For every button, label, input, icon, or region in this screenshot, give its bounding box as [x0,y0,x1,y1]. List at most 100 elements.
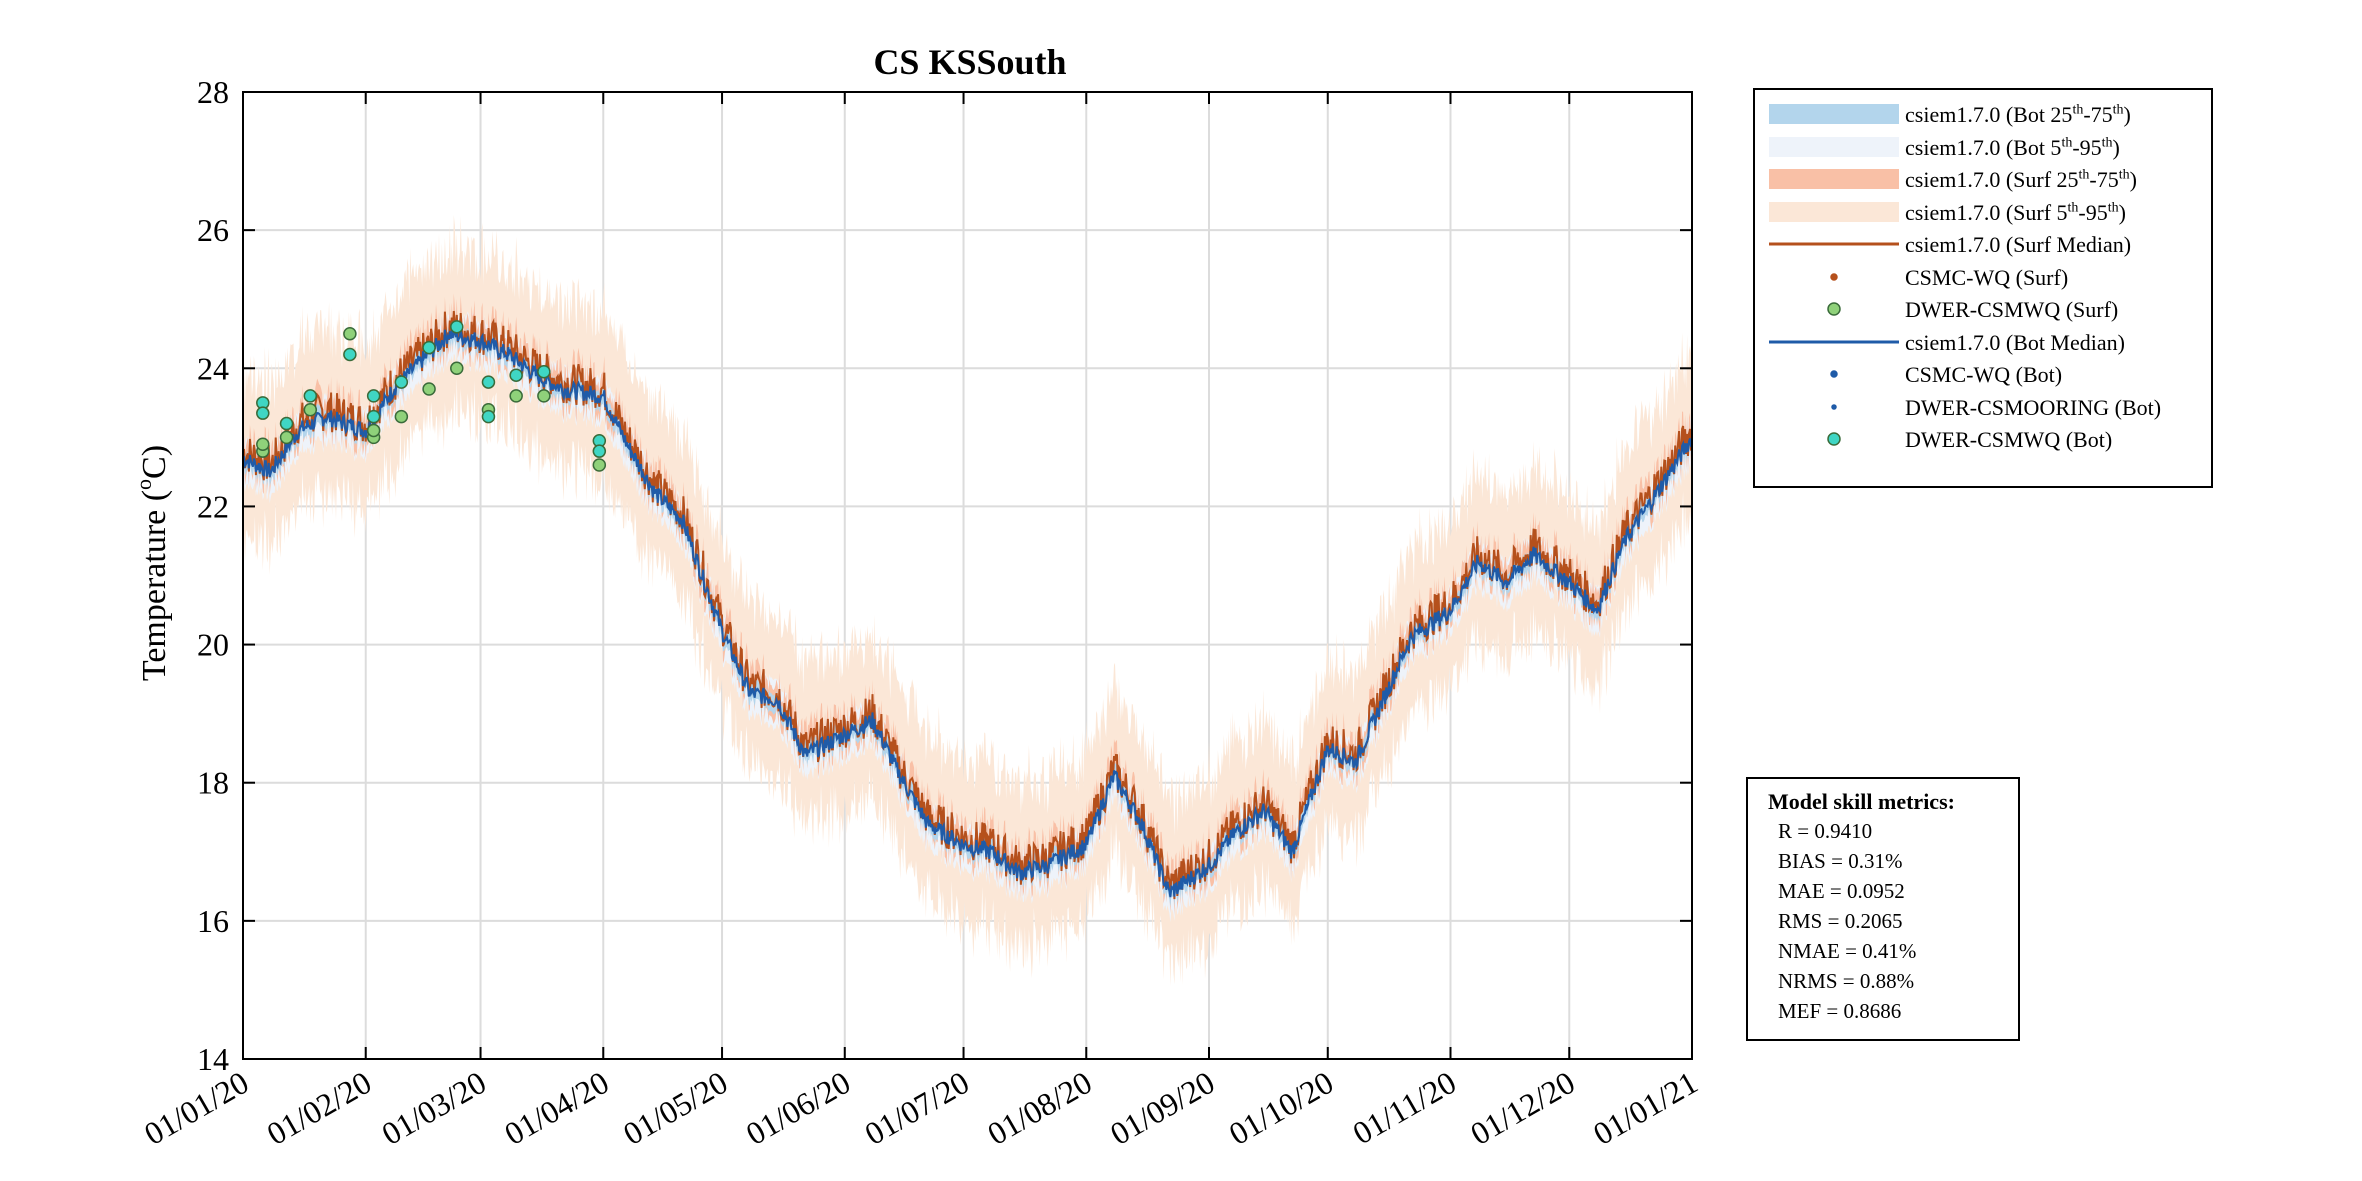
legend-swatch [1827,302,1841,316]
legend-label-part: th [2107,200,2119,216]
legend-label-part: th [2061,135,2073,151]
y-tick-label: 28 [197,74,229,110]
observation-point [279,416,294,431]
observation-point [481,375,496,389]
legend-band-swatch [1769,201,1899,222]
observation-point [343,347,357,362]
observation-point [450,361,464,376]
legend-label: DWER-CSMWQ (Bot) [1905,427,2112,453]
x-tick-label: 01/06/20 [740,1064,857,1152]
x-tick-label: 01/04/20 [498,1064,615,1152]
x-tick-label: 01/11/20 [1346,1064,1462,1151]
x-tick-label: 01/12/20 [1464,1064,1581,1152]
legend-label: CSMC-WQ (Bot) [1905,362,2062,388]
legend-label-part: ) [2129,167,2137,192]
skill-metrics-title: Model skill metrics: [1768,789,1955,814]
legend-marker-swatch [1827,432,1841,446]
legend-item: csiem1.7.0 (Surf 5th-95th) [1755,196,2211,228]
legend-label-part: csiem1.7.0 (Surf 25 [1905,167,2079,192]
y-tick-label: 22 [197,488,229,524]
legend-item: csiem1.7.0 (Surf Median) [1755,228,2211,260]
observation-point [509,389,523,403]
legend-item: csiem1.7.0 (Bot 5th-95th) [1755,131,2211,163]
observation-points [256,320,607,472]
legend-item: DWER-CSMOORING (Bot) [1755,391,2211,423]
legend-label-part: csiem1.7.0 (Surf 5 [1905,199,2068,225]
legend-label-part: th [2078,167,2090,183]
skill-metric-line: MEF = 0.8686 [1778,999,1902,1023]
legend-swatch [1769,136,1899,157]
legend-label-part: DWER-CSMWQ (Bot) [1905,427,2113,452]
observation-point [303,389,318,403]
legend-swatch [1769,104,1899,124]
legend-label-part: -95 [2078,199,2108,225]
legend-label-part: th [2118,167,2130,183]
legend-label-part: th [2112,102,2124,118]
x-tick-label: 01/05/20 [617,1064,734,1152]
skill-metric-line: NMAE = 0.41% [1778,939,1917,963]
x-tick-label: 01/10/20 [1223,1064,1340,1152]
legend-marker-swatch [1830,370,1838,378]
legend-label-part: th [2101,135,2113,151]
skill-metric-line: BIAS = 0.31% [1778,849,1903,873]
observation-point [394,409,409,424]
legend-label-part: ) [2118,199,2126,225]
legend-swatch [1830,272,1838,281]
legend-marker-swatch [1831,403,1837,410]
observation-point [366,423,381,438]
legend-swatch [1769,201,1899,222]
legend-swatch [1769,340,1899,343]
observation-point [422,340,436,355]
bot-5-95-band [243,301,1692,923]
observation-point [256,437,270,452]
observation-point [279,430,294,445]
observation-point [509,368,523,382]
median-lines [242,310,1693,900]
observation-point [592,458,607,472]
legend-label-part: th [2072,102,2084,118]
x-tick-label: 01/01/20 [138,1064,255,1152]
x-tick-label: 01/03/20 [376,1064,493,1152]
observation-point [303,402,318,417]
chart-title: CS KSSouth [873,42,1066,82]
legend-item: csiem1.7.0 (Surf 25th-75th) [1755,163,2211,195]
legend-item: DWER-CSMWQ (Surf) [1755,293,2211,325]
legend-item: csiem1.7.0 (Bot Median) [1755,326,2211,358]
legend-swatch [1827,432,1841,446]
legend-band-swatch [1769,136,1899,157]
x-tick-label: 01/01/21 [1587,1064,1704,1152]
legend-item: CSMC-WQ (Surf) [1755,261,2211,293]
legend-label-part: -95 [2072,134,2102,160]
x-tick-label: 01/07/20 [859,1064,976,1152]
observation-point [422,382,436,396]
y-tick-label: 18 [197,765,229,801]
legend-label: DWER-CSMOORING (Bot) [1905,395,2161,421]
y-axis-label: Temperature (oC) [131,445,173,681]
legend-marker-swatch [1830,272,1838,281]
legend-label-part: CSMC-WQ (Surf) [1905,264,2069,290]
legend-marker-swatch [1827,302,1841,316]
observation-point [343,327,357,341]
observation-point [366,409,381,424]
observation-point [592,444,607,458]
legend-swatch [1830,370,1838,378]
skill-metric-line: MAE = 0.0952 [1778,879,1905,903]
bot-median-line [242,327,1693,898]
y-tick-label: 16 [197,903,229,939]
skill-metric-line: R = 0.9410 [1778,819,1873,843]
x-tick-label: 01/02/20 [261,1064,378,1152]
legend-label: csiem1.7.0 (Bot Median) [1905,330,2125,356]
x-tick-label: 01/09/20 [1104,1064,1221,1152]
legend-item: csiem1.7.0 (Bot 25th-75th) [1755,98,2211,130]
legend-label: DWER-CSMWQ (Surf) [1905,297,2118,323]
observation-point [256,406,270,420]
observation-point [537,389,551,403]
legend: csiem1.7.0 (Bot 25th-75th) csiem1.7.0 (Bo… [1753,88,2213,488]
plot-frame [242,91,1693,1060]
x-tick-label: 01/08/20 [981,1064,1098,1152]
y-tick-label: 14 [197,1041,229,1077]
skill-metric-line: RMS = 0.2065 [1778,909,1903,933]
y-tick-label: 26 [197,212,229,248]
legend-label-part: DWER-CSMWQ (Surf) [1905,297,2119,322]
